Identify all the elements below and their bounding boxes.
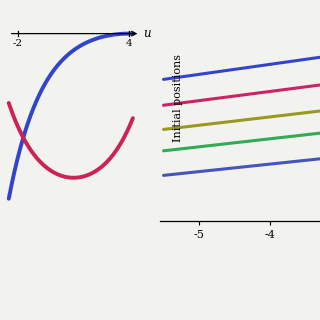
Text: Initial positions: Initial positions [173, 54, 183, 142]
Text: -2: -2 [13, 39, 23, 48]
Text: 4: 4 [126, 39, 132, 48]
Text: u: u [143, 27, 151, 40]
